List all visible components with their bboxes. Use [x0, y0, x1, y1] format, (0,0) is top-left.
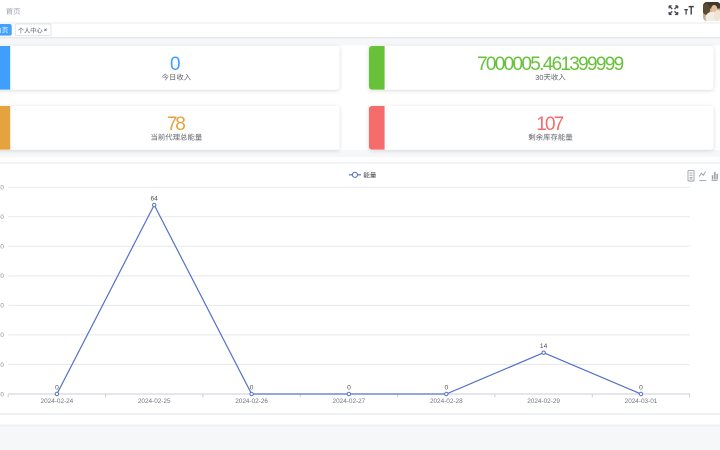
svg-text:40: 40	[0, 273, 4, 280]
svg-text:70: 70	[0, 185, 4, 192]
svg-text:0: 0	[0, 391, 4, 398]
svg-text:20: 20	[0, 332, 4, 339]
svg-text:50: 50	[0, 244, 4, 251]
svg-text:7000005.461399999: 7000005.461399999	[477, 54, 624, 75]
svg-text:2024-02-25: 2024-02-25	[138, 398, 171, 405]
svg-text:2024-02-27: 2024-02-27	[333, 398, 366, 405]
svg-text:30: 30	[0, 303, 4, 310]
svg-text:107: 107	[536, 114, 563, 135]
svg-text:0: 0	[347, 384, 351, 391]
svg-text:0: 0	[250, 384, 254, 391]
svg-text:0: 0	[444, 384, 448, 391]
svg-text:10: 10	[0, 362, 4, 369]
svg-text:0: 0	[639, 384, 643, 391]
svg-text:64: 64	[151, 195, 159, 202]
svg-text:14: 14	[540, 343, 548, 350]
svg-text:78: 78	[167, 114, 185, 135]
svg-text:30: 30	[535, 73, 543, 82]
svg-text:2024-03-01: 2024-03-01	[625, 398, 658, 405]
svg-text:0: 0	[55, 384, 59, 391]
svg-text:2024-02-26: 2024-02-26	[235, 398, 268, 405]
svg-text:2024-02-28: 2024-02-28	[430, 398, 463, 405]
svg-text:2024-02-24: 2024-02-24	[41, 398, 74, 405]
svg-text:0: 0	[170, 54, 181, 75]
svg-text:2024-02-29: 2024-02-29	[527, 398, 560, 405]
svg-text:60: 60	[0, 214, 4, 221]
